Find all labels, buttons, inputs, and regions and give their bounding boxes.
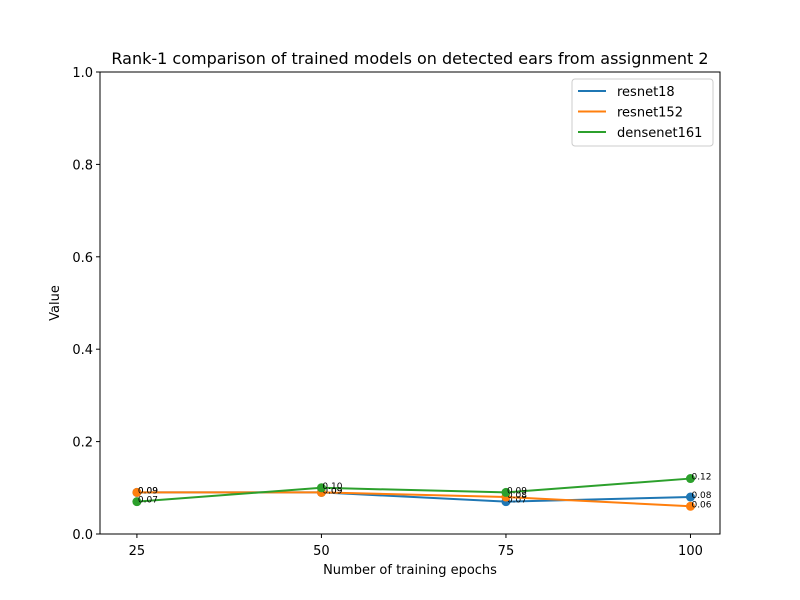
data-label: 0.07 [507, 496, 527, 506]
y-tick-label: 1.0 [72, 66, 93, 81]
x-axis-ticks: 25 50 75 100 [129, 534, 703, 559]
data-point [501, 487, 511, 497]
x-tick-label: 100 [678, 544, 703, 559]
legend-label: densenet161 [617, 126, 702, 141]
series-resnet152: 0.09 0.09 0.080.06 [132, 486, 712, 511]
plot-area [100, 72, 720, 534]
legend-item-resnet18: resnet18 [578, 85, 675, 100]
data-label: 0.08 [507, 491, 527, 501]
legend-label: resnet152 [617, 106, 683, 121]
data-point [685, 474, 695, 484]
data-label: 0.09 [322, 486, 342, 496]
y-tick-label: 0.2 [72, 436, 93, 451]
data-label: 0.07 [138, 496, 158, 506]
y-axis-ticks: 0.0 0.2 0.4 0.6 0.8 1.0 [72, 66, 100, 543]
data-point [132, 497, 142, 507]
y-tick-label: 0.8 [72, 158, 93, 173]
plot-frame [99, 71, 721, 535]
y-tick-label: 0.0 [72, 528, 93, 543]
series-line [136, 477, 691, 503]
data-point [685, 501, 695, 511]
x-tick-label: 50 [313, 544, 330, 559]
data-label: 0.12 [691, 473, 711, 483]
data-point [132, 487, 142, 497]
data-label: 0.08 [691, 491, 711, 501]
legend-box [571, 78, 714, 147]
data-point [685, 492, 695, 502]
data-label: 0.09 [322, 486, 342, 496]
data-label: 0.10 [322, 482, 342, 492]
series-layer: 0.09 0.090.07 0.080.09 0.09 0.080.060.070.10… [132, 473, 712, 511]
legend: resnet18 resnet152 densenet161 [571, 78, 714, 147]
x-tick-label: 75 [498, 544, 515, 559]
chart-title: Rank-1 comparison of trained models on d… [111, 49, 708, 68]
legend-item-densenet161: densenet161 [578, 126, 702, 141]
legend-item-resnet152: resnet152 [578, 106, 683, 121]
y-tick-label: 0.4 [72, 343, 93, 358]
x-tick-label: 25 [129, 544, 146, 559]
data-label: 0.09 [507, 486, 527, 496]
data-point [316, 483, 326, 493]
data-label: 0.06 [691, 500, 711, 510]
legend-label: resnet18 [617, 85, 675, 100]
series-line [136, 491, 691, 508]
y-tick-label: 0.6 [72, 251, 93, 266]
y-axis-label: Value [48, 285, 63, 321]
data-label: 0.09 [138, 486, 158, 496]
x-axis-label: Number of training epochs [323, 563, 497, 578]
series-densenet161: 0.070.10 0.090.12 [132, 473, 712, 507]
